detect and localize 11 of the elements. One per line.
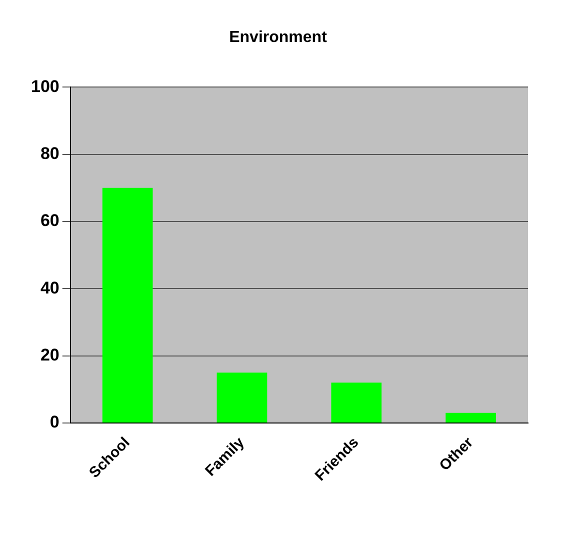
bar: [216, 372, 268, 422]
y-tick-label: 20: [40, 346, 60, 364]
bar: [446, 412, 496, 422]
bar: [102, 188, 153, 422]
y-tick-label: 100: [30, 76, 60, 96]
y-tick-label: 60: [40, 211, 60, 230]
bar: [331, 382, 382, 422]
y-tick-label: 0: [50, 412, 60, 432]
y-tick-label: 40: [40, 278, 60, 298]
y-tick-label: 80: [40, 144, 60, 164]
chart-title: Environment: [229, 29, 328, 46]
